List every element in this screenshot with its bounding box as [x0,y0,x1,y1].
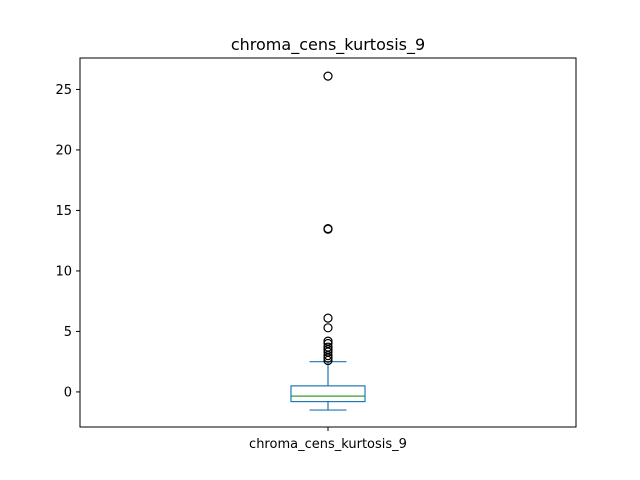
outlier-point-3 [323,313,333,323]
y-tick-label-10: 10 [55,264,72,279]
outlier-point-10 [323,351,333,361]
x-tick-label: chroma_cens_kurtosis_9 [249,437,407,452]
box-plot [290,361,366,411]
y-axis: 0 5 10 15 20 25 [55,83,80,400]
y-tick-label-0: 0 [64,385,72,400]
y-tick-label-25: 25 [55,83,72,98]
outlier-point-2 [323,224,333,234]
outlier-point-0 [323,71,333,81]
outlier-point-11 [323,353,333,363]
outliers [323,71,333,366]
outlier-point-12 [323,355,333,366]
y-tick-label-15: 15 [55,204,72,219]
x-axis: chroma_cens_kurtosis_9 [249,427,407,452]
y-tick-label-20: 20 [55,143,72,158]
y-tick-label-5: 5 [64,325,72,340]
iqr-box [290,385,366,403]
chart-title: chroma_cens_kurtosis_9 [231,35,425,55]
outlier-point-4 [323,323,333,333]
